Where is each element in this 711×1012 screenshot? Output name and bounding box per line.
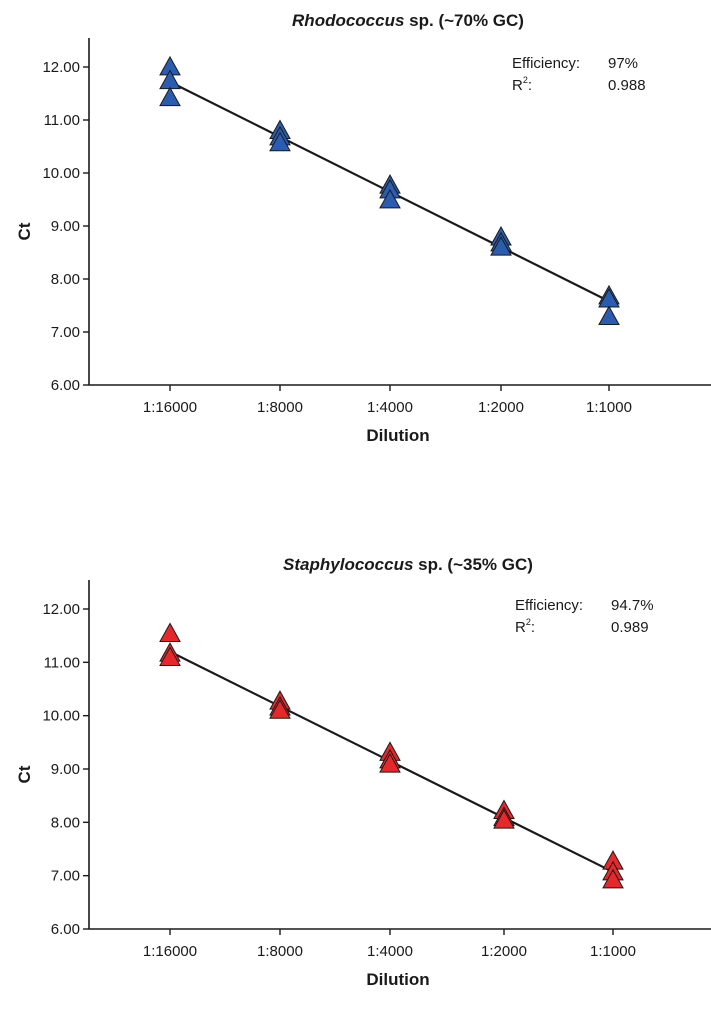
x-axis-title: Dilution [366,970,429,989]
data-point [490,236,512,256]
data-point [493,809,515,829]
chart-title-rest: sp. (~35% GC) [413,555,533,574]
x-tick-label: 1:1000 [586,399,632,416]
y-tick-label: 8.00 [51,271,80,288]
r2-value: 0.988 [608,77,646,94]
r2-label-base: R [512,77,523,94]
data-point [269,131,291,152]
r2-label-sup: 2 [526,617,531,627]
x-tick-label: 1:2000 [481,943,527,960]
data-point [159,646,181,666]
chart-panel-2: Staphylococcus sp. (~35% GC) 6.00 7.00 8.00… [15,555,711,989]
data-point [379,753,401,773]
x-tick-label: 1:2000 [478,399,524,416]
y-tick-label: 9.00 [51,218,80,235]
x-tick-label: 1:8000 [257,399,303,416]
chart-title-genus: Staphylococcus [283,555,413,574]
y-tick-label: 12.00 [42,59,80,76]
r2-label-base: R [515,619,526,636]
efficiency-label: Efficiency: [512,55,580,72]
r2-label: R2: [512,75,532,94]
y-tick-label: 11.00 [44,112,80,129]
data-point [379,188,401,209]
y-tick-label: 10.00 [42,165,80,182]
efficiency-value: 97% [608,55,638,72]
x-tick-label: 1:4000 [367,943,413,960]
y-tick-label: 12.00 [42,601,80,618]
x-tick-label: 1:16000 [143,943,197,960]
data-point [159,86,181,107]
y-tick-label: 10.00 [42,708,80,725]
data-point [598,305,620,326]
data-point [269,699,291,719]
r2-label-tail: : [531,619,535,636]
x-tick-label: 1:8000 [257,943,303,960]
x-tick-label: 1:16000 [143,399,197,416]
chart-title-rest: sp. (~70% GC) [404,11,524,30]
r2-label-sup: 2 [523,75,528,85]
y-tick-label: 6.00 [51,921,80,938]
chart-title: Rhodococcus sp. (~70% GC) [292,11,524,30]
efficiency-label: Efficiency: [515,597,583,614]
y-tick-label: 11.00 [44,654,80,671]
y-tick-label: 8.00 [51,814,80,831]
r2-label: R2: [515,617,535,636]
chart-title: Staphylococcus sp. (~35% GC) [283,555,533,574]
data-point [602,868,624,889]
data-point [159,622,181,642]
r2-value: 0.989 [611,619,649,636]
y-tick-label: 7.00 [51,324,80,341]
y-axis-title: Ct [15,765,34,783]
y-tick-label: 6.00 [51,377,80,394]
x-tick-label: 1:4000 [367,399,413,416]
chart-title-genus: Rhodococcus [292,11,404,30]
y-tick-label: 7.00 [51,868,80,885]
r2-label-tail: : [528,77,532,94]
y-tick-label: 9.00 [51,761,80,778]
y-axis-title: Ct [15,222,34,240]
chart-panel-1: Rhodococcus sp. (~70% GC) 6.00 7.00 8.00 9.0… [15,11,711,445]
x-axis-title: Dilution [366,426,429,445]
x-tick-label: 1:1000 [590,943,636,960]
efficiency-value: 94.7% [611,597,654,614]
